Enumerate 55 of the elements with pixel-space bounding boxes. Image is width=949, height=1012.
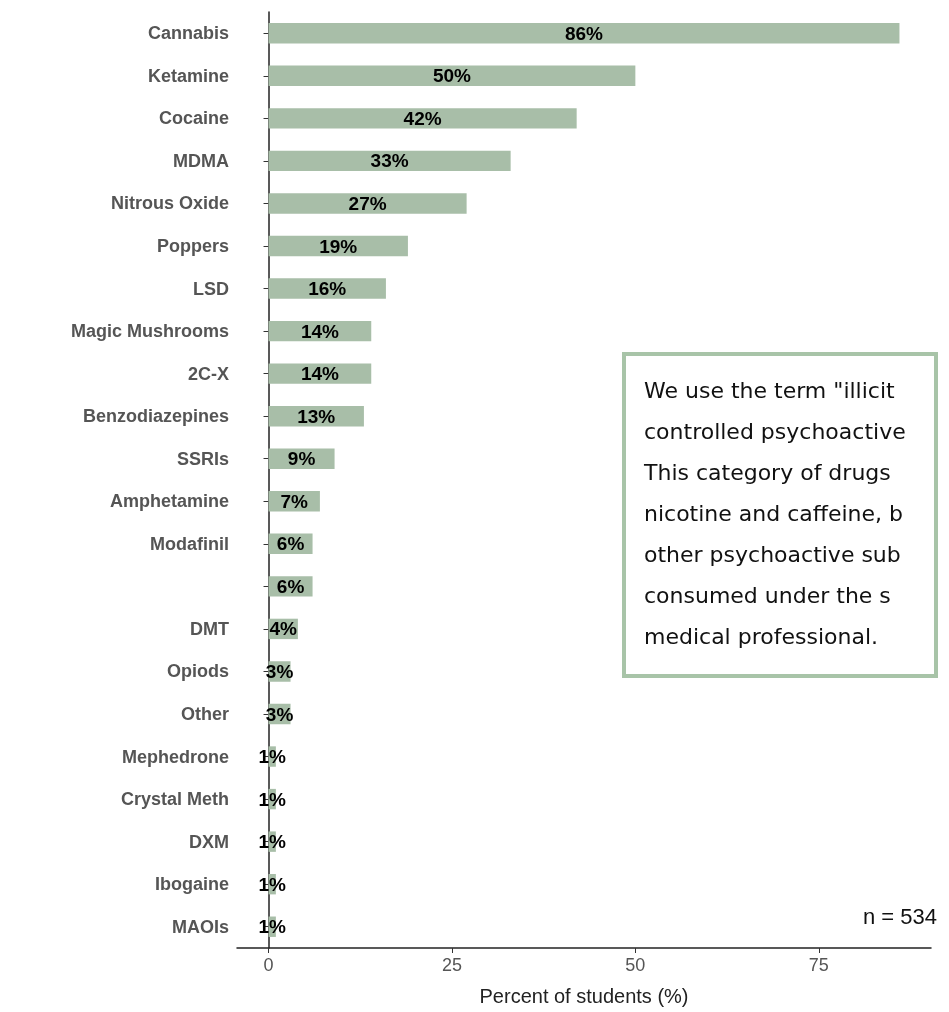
y-tick-label: Nitrous Oxide: [110, 193, 229, 214]
data-label: 1%: [258, 831, 287, 853]
y-tick-label: MDMA: [173, 150, 229, 171]
y-tick-label: Mephedrone: [121, 746, 229, 767]
x-axis-title: Percent of students (%): [479, 985, 689, 1007]
y-tick-label: MAOIs: [171, 916, 229, 937]
data-label: 1%: [258, 788, 287, 810]
data-label: 14%: [300, 363, 340, 385]
y-tick-label: LSD: [193, 278, 229, 299]
y-tick-label: Magic Mushrooms: [70, 321, 229, 342]
data-label: 1%: [258, 746, 287, 768]
y-tick-label: Poppers: [156, 236, 229, 256]
bar: [268, 150, 511, 172]
data-label: 86%: [564, 22, 604, 44]
annotation: n = 534: [862, 903, 937, 929]
data-label: 33%: [370, 150, 409, 172]
x-tick-label: 25: [441, 955, 462, 975]
data-label: 19%: [319, 235, 358, 257]
data-label: 13%: [297, 405, 336, 427]
data-label: 50%: [432, 65, 472, 87]
data-label: 9%: [287, 448, 316, 470]
x-tick-label: 75: [808, 955, 829, 975]
y-tick-label: Modafinil: [150, 533, 229, 554]
y-tick-label: Amphetamine: [109, 491, 229, 512]
y-tick-label: Opiods: [167, 661, 229, 682]
bar: [268, 193, 467, 214]
bar: [268, 65, 636, 87]
bar: [268, 108, 577, 129]
bar: [268, 23, 900, 44]
y-tick-label: DXM: [189, 831, 229, 852]
data-label: 1%: [258, 916, 287, 938]
data-label: 3%: [265, 660, 294, 682]
y-tick-label: Other: [180, 704, 229, 724]
y-tick-label: Ibogaine: [154, 874, 229, 895]
y-tick-label: Cocaine: [158, 108, 229, 129]
data-label: 7%: [280, 490, 309, 512]
y-tick-label: Crystal Meth: [120, 789, 229, 810]
data-label: 3%: [265, 703, 294, 725]
data-label: 6%: [276, 533, 305, 555]
y-tick-label: Cannabis: [147, 23, 229, 44]
y-tick-label: Ketamine: [147, 65, 229, 86]
y-tick-label: 2C-X: [187, 363, 229, 384]
data-label: 42%: [403, 107, 442, 129]
y-tick-label: Benzodiazepines: [82, 406, 229, 427]
x-tick-label: 50: [625, 955, 646, 975]
y-tick-label: DMT: [190, 618, 229, 639]
y-tick-label: SSRIs: [176, 448, 229, 469]
x-tick-label: 0: [263, 955, 274, 975]
data-label: 4%: [269, 618, 298, 640]
data-label: 6%: [276, 575, 305, 597]
data-label: 14%: [300, 320, 340, 342]
data-label: 1%: [258, 873, 287, 895]
data-label: 16%: [308, 278, 347, 300]
data-label: 27%: [348, 192, 387, 214]
annotation: We use the term "illicit controlled psychoactive This category of drugs nicotine and caffeine, b other psychoactive sub consumed under the s medical professional.: [643, 378, 906, 649]
